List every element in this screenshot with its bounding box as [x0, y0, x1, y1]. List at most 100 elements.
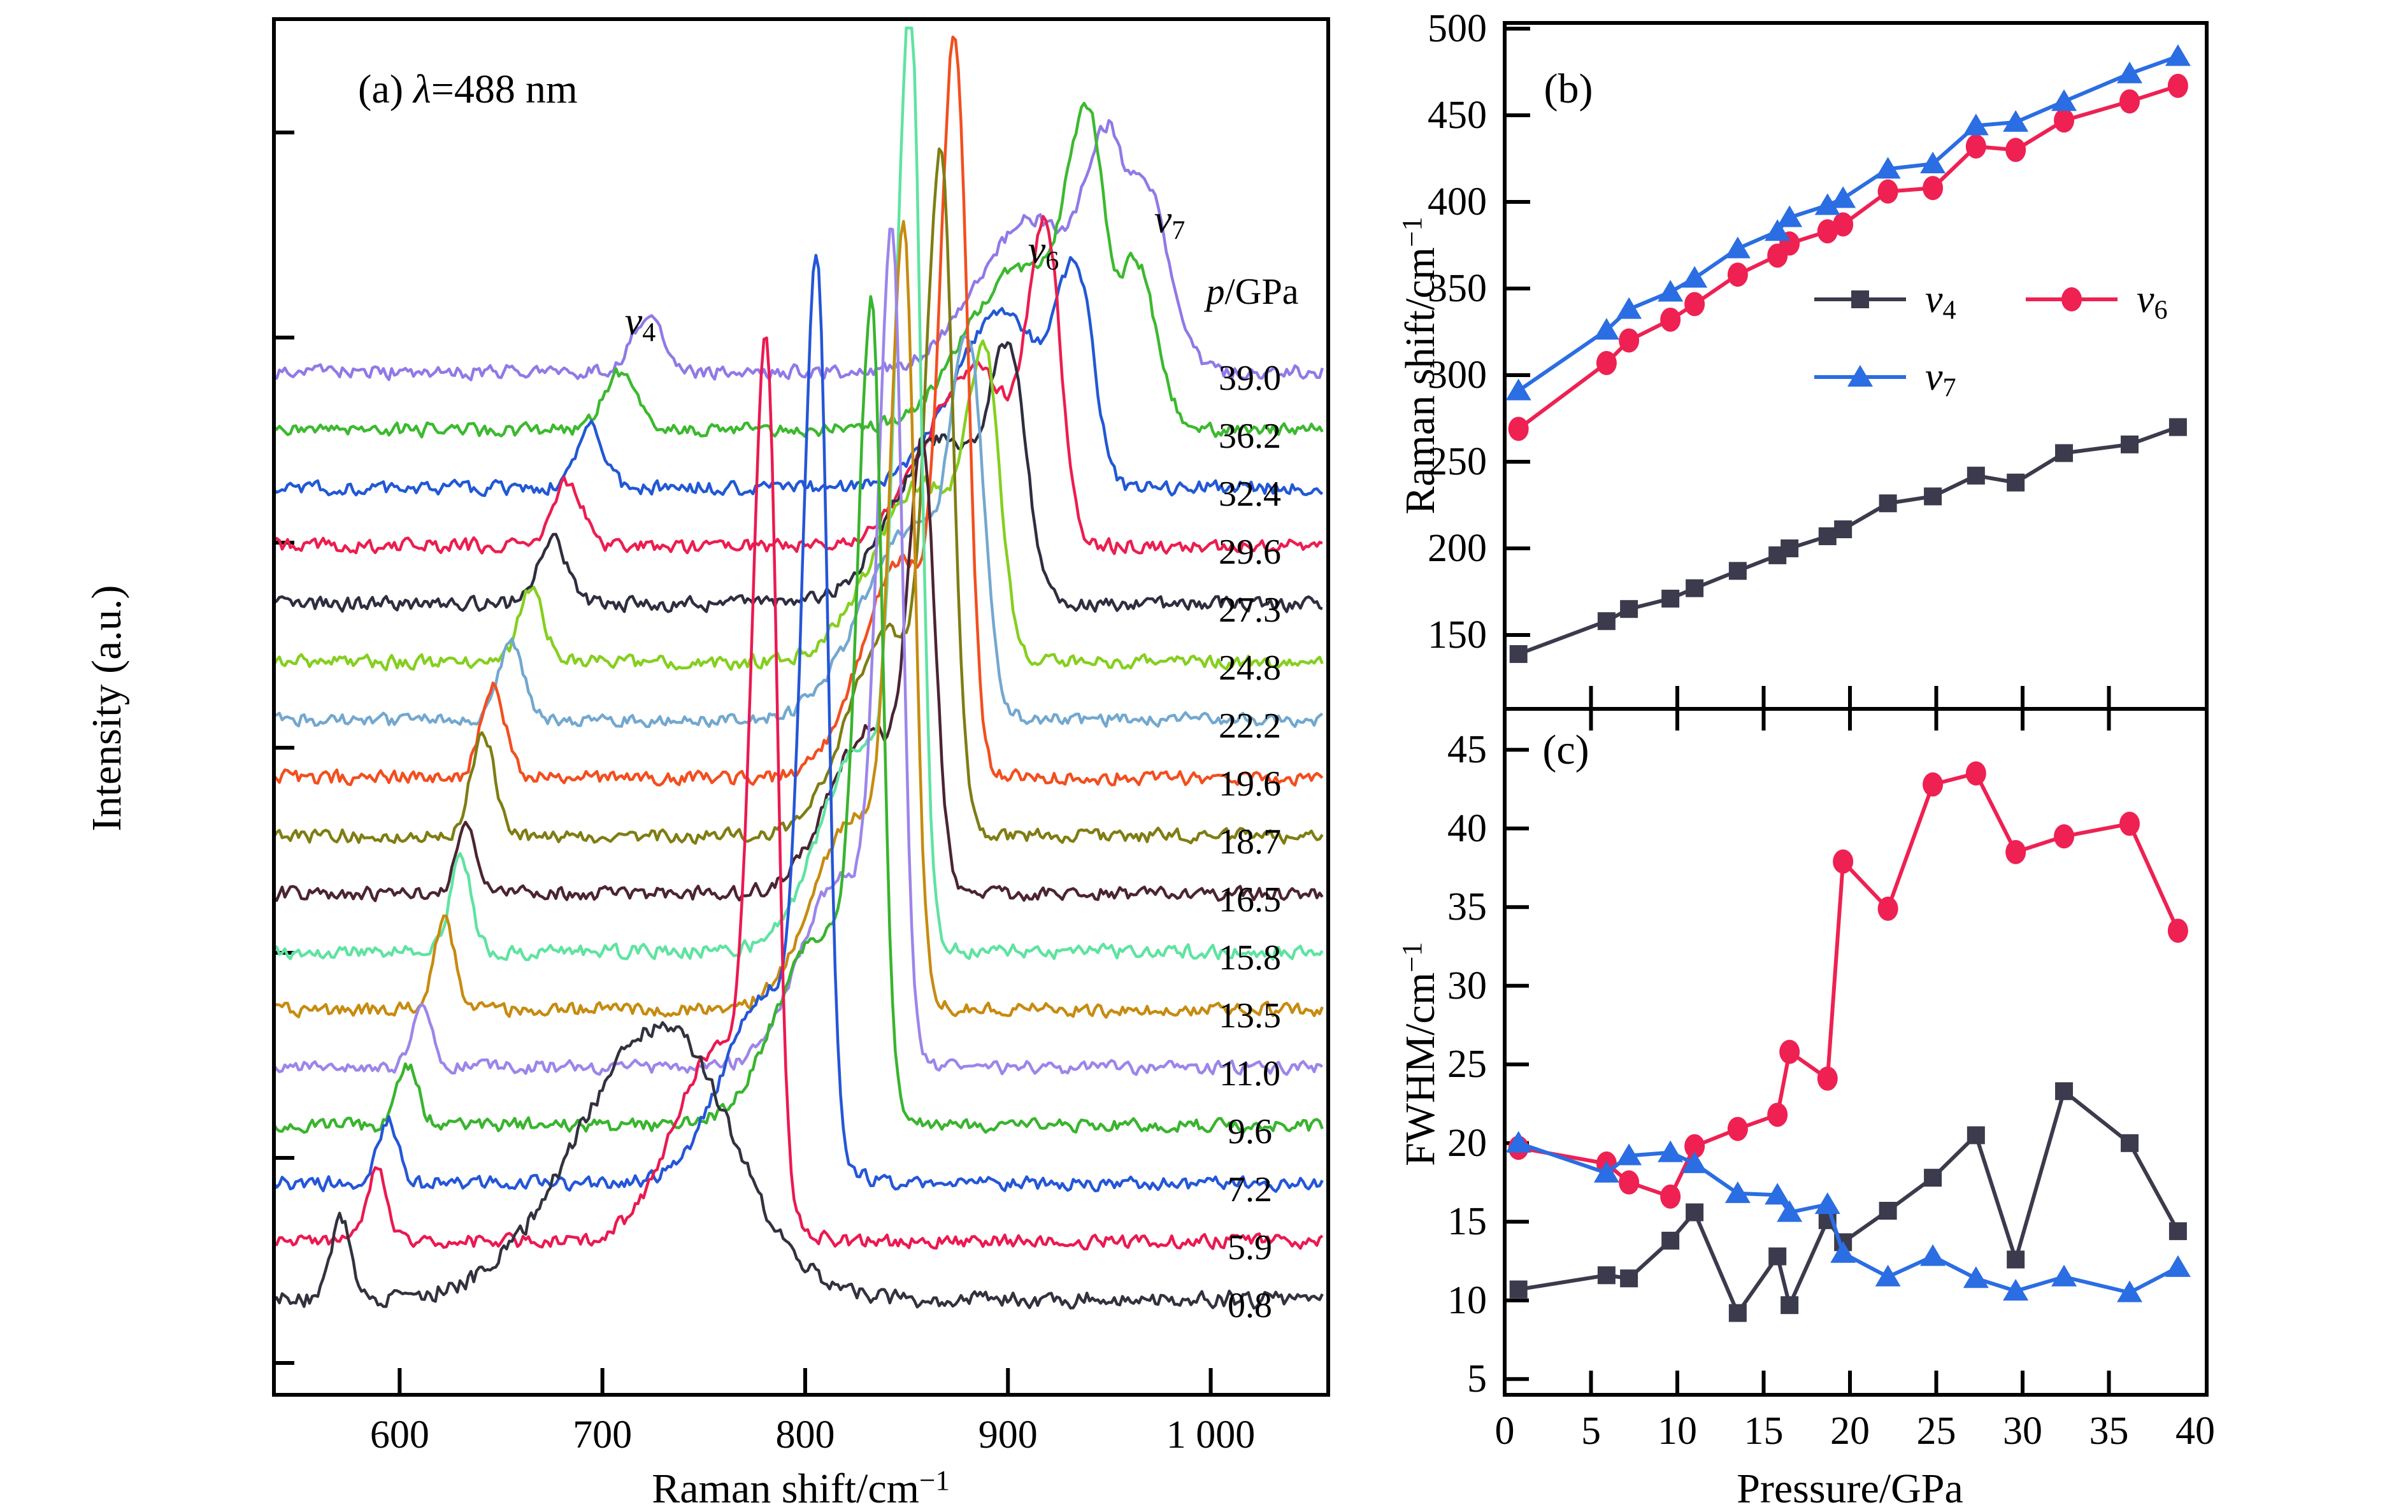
marker-triangle — [1777, 205, 1803, 227]
spectrum-trace-39.0GPa — [276, 118, 1324, 382]
marker-square — [1851, 290, 1869, 308]
marker-triangle — [1875, 157, 1901, 179]
pressure-label-29.6: 29.6 — [1219, 532, 1281, 572]
marker-square — [1924, 487, 1942, 506]
panel-b-y-tick-label: 450 — [1428, 94, 1487, 137]
marker-square — [2168, 418, 2187, 436]
marker-triangle — [2051, 89, 2077, 111]
panel-c — [1503, 707, 2209, 1397]
pressure-label-24.8: 24.8 — [1219, 648, 1281, 688]
pressure-label-36.2: 36.2 — [1219, 417, 1281, 456]
spectrum-trace-7.2GPa — [276, 253, 1324, 1193]
marker-square — [2121, 435, 2139, 453]
marker-triangle — [2003, 110, 2029, 132]
series-line-v7 — [1517, 1141, 2179, 1295]
panel-c-y-tick-label: 20 — [1447, 1121, 1487, 1165]
pressure-label-27.3: 27.3 — [1219, 590, 1281, 630]
marker-triangle — [2051, 1264, 2077, 1287]
marker-triangle — [1616, 1143, 1642, 1166]
panel-a-x-tick-label: 600 — [369, 1413, 429, 1457]
panel-c-y-tick-label: 40 — [1447, 806, 1487, 850]
marker-triangle — [1777, 1200, 1803, 1222]
marker-square — [1509, 1280, 1528, 1299]
marker-triangle — [2117, 1280, 2143, 1302]
pressure-label-19.6: 19.6 — [1219, 764, 1281, 804]
marker-circle — [1727, 262, 1748, 287]
marker-square — [2055, 444, 2074, 462]
legend-label-v4: v4 — [1925, 278, 1956, 325]
marker-triangle — [1593, 1160, 1619, 1183]
panel-a-x-tick-label: 900 — [978, 1413, 1038, 1457]
marker-triangle — [1830, 186, 1856, 208]
marker-circle — [1779, 1039, 1800, 1064]
pressure-label-22.2: 22.2 — [1219, 706, 1281, 746]
panel-b — [1503, 21, 2209, 711]
marker-square — [1781, 539, 1799, 557]
marker-circle — [1508, 417, 1529, 441]
marker-square — [2055, 1082, 2074, 1101]
marker-triangle — [1505, 1130, 1531, 1153]
spectrum-trace-18.7GPa — [276, 147, 1324, 845]
spectrum-trace-16.5GPa — [276, 434, 1324, 902]
panel-a-y-axis-title: Intensity (a.u.) — [83, 585, 130, 832]
panel-c-y-tick-label: 25 — [1447, 1043, 1487, 1087]
marker-circle — [2167, 73, 2188, 98]
marker-square — [1597, 612, 1616, 631]
marker-circle — [1660, 1184, 1681, 1209]
marker-square — [1620, 1269, 1638, 1288]
marker-triangle — [1658, 1140, 1684, 1162]
panel-c-x-tick-label: 20 — [1830, 1409, 1870, 1453]
panel-c-letter: (c) — [1542, 727, 1589, 773]
spectrum-trace-36.2GPa — [276, 101, 1324, 439]
panel-c-y-tick-label: 15 — [1447, 1200, 1487, 1244]
spectrum-trace-19.6GPa — [276, 35, 1324, 787]
marker-circle — [2167, 918, 2188, 943]
pressure-label-16.5: 16.5 — [1219, 880, 1281, 920]
pressure-label-13.5: 13.5 — [1219, 996, 1281, 1036]
marker-square — [1818, 527, 1837, 545]
marker-triangle — [2165, 44, 2191, 66]
spectrum-trace-27.3GPa — [276, 341, 1323, 613]
marker-circle — [1877, 896, 1898, 921]
marker-square — [2007, 1250, 2025, 1269]
marker-triangle — [1765, 219, 1791, 241]
marker-circle — [1923, 772, 1944, 797]
legend-label-v6: v6 — [2137, 278, 2168, 325]
marker-square — [1661, 589, 1680, 608]
marker-triangle — [1963, 1266, 1989, 1288]
marker-square — [1768, 1247, 1787, 1266]
marker-square — [2121, 1134, 2139, 1152]
marker-circle — [1619, 328, 1640, 353]
marker-circle — [1727, 1116, 1748, 1141]
annotation-v4: v4 — [624, 300, 656, 348]
panel-b-y-tick-label: 400 — [1428, 180, 1487, 224]
marker-triangle — [1724, 236, 1751, 259]
panel-a-x-tick-label: 1 000 — [1166, 1413, 1256, 1457]
panel-a-title: (a) λ=488 nm — [358, 66, 578, 111]
panel-c-x-tick-label: 5 — [1581, 1409, 1601, 1453]
marker-circle — [2005, 839, 2026, 864]
spectrum-trace-13.5GPa — [276, 220, 1324, 1019]
marker-circle — [2119, 811, 2140, 836]
marker-triangle — [1847, 365, 1873, 387]
marker-circle — [2054, 108, 2075, 133]
pressure-label-9.6: 9.6 — [1228, 1112, 1272, 1152]
marker-circle — [2061, 287, 2082, 311]
marker-circle — [1965, 761, 1986, 786]
marker-circle — [1833, 212, 1854, 237]
spectrum-trace-5.9GPa — [276, 336, 1324, 1251]
marker-square — [1967, 1126, 1985, 1145]
marker-triangle — [1724, 1181, 1751, 1203]
panel-a — [272, 17, 1330, 1397]
marker-triangle — [1616, 297, 1642, 319]
marker-circle — [1833, 849, 1854, 874]
panel-c-x-tick-label: 0 — [1494, 1409, 1515, 1453]
marker-triangle — [1963, 113, 1989, 136]
panel-b-y-tick-label: 250 — [1428, 440, 1487, 483]
panel-c-y-tick-label: 5 — [1467, 1357, 1487, 1401]
panel-c-y-axis-title: FWHM/cm−1 — [1395, 941, 1444, 1167]
marker-square — [1597, 1266, 1616, 1285]
marker-square — [1781, 1296, 1799, 1315]
